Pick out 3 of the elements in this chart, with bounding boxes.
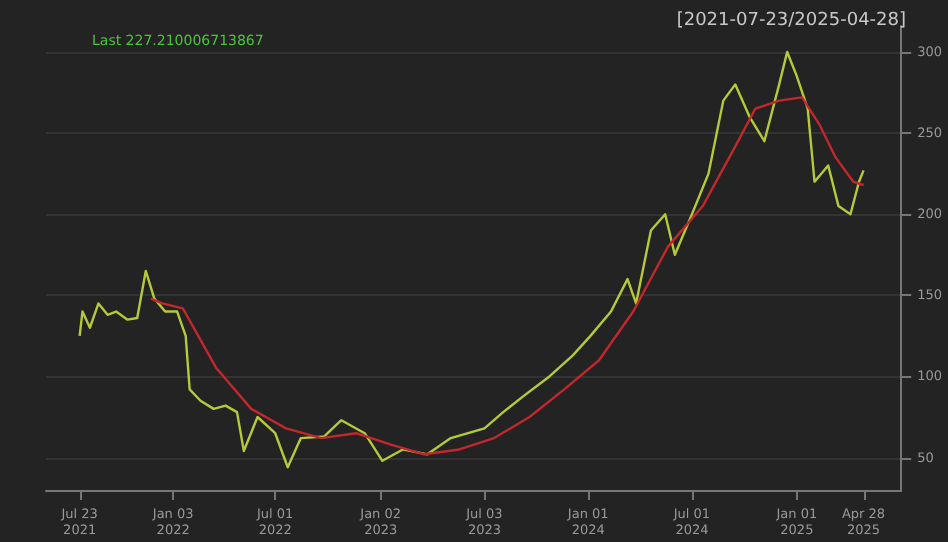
line-series (149, 96, 865, 456)
chart-title: [2021-07-23/2025-04-28] (676, 11, 907, 31)
line-series (78, 50, 865, 469)
